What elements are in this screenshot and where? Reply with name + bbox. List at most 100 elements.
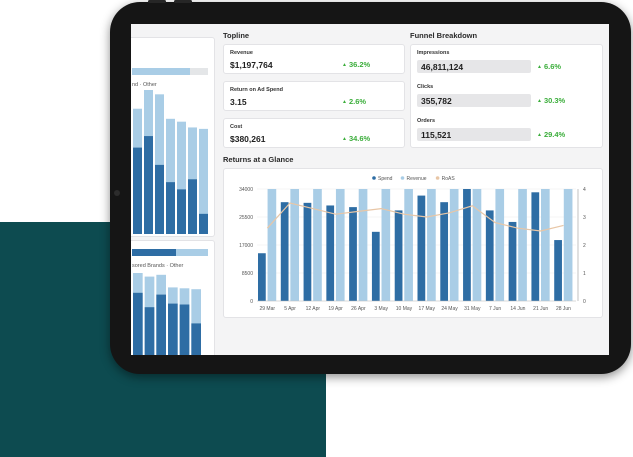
metric-label: Return on Ad Spend	[230, 87, 283, 93]
left-legend-2: sored Brands · Other	[132, 263, 184, 269]
revenue-bar	[404, 189, 413, 301]
metric-change: ▲ 34.6%	[342, 134, 371, 143]
left-revenue-bar	[177, 121, 186, 234]
roas-line	[266, 202, 564, 232]
metric-change: ▲ 2.6%	[342, 97, 367, 106]
spend-bar	[440, 202, 449, 301]
funnel-title: Funnel Breakdown	[410, 31, 478, 40]
y-tick-label: 25500	[239, 215, 253, 221]
revenue-bar	[540, 189, 550, 301]
funnel-value: 115,521	[421, 130, 452, 140]
metric-label: Cost	[230, 124, 243, 130]
left-panel-top: nd · Other	[131, 37, 215, 237]
metric-card-cost[interactable]: Cost $380,261 ▲ 34.6%	[223, 118, 405, 148]
left-spend-bar	[199, 213, 208, 234]
left-progress-track	[132, 68, 208, 75]
spend-bar	[394, 210, 403, 301]
left-spend-bar	[179, 304, 190, 355]
topline-title: Topline	[223, 31, 250, 40]
left-progress-fill	[132, 68, 190, 75]
left-spend-bar	[191, 323, 201, 355]
revenue-bar	[290, 189, 300, 301]
revenue-bar	[563, 189, 573, 301]
funnel-value: 355,782	[421, 96, 452, 106]
left-spend-bar	[177, 189, 186, 234]
y-tick-label: 34000	[239, 187, 253, 193]
legend-label: Spend	[378, 176, 393, 182]
x-tick-label: 5 Apr	[284, 306, 296, 312]
metric-value: $380,261	[230, 134, 266, 144]
metric-value: $1,197,764	[230, 60, 273, 70]
left-spend-bar	[156, 294, 166, 355]
metric-label: Revenue	[230, 50, 253, 56]
funnel-change: ▲ 30.3%	[537, 96, 566, 105]
left-chart-2	[133, 273, 201, 355]
spend-bar	[371, 231, 380, 301]
revenue-bar	[449, 189, 459, 301]
chart-legend: Spend Revenue RoAS	[372, 176, 455, 182]
revenue-bar	[381, 189, 391, 301]
tablet-button	[174, 0, 192, 3]
revenue-bar	[358, 189, 368, 301]
left-spend-bar	[168, 303, 178, 355]
left-revenue-bar	[166, 118, 175, 234]
left-panel-bottom: sored Brands · Other	[131, 240, 215, 355]
legend-marker	[400, 176, 405, 180]
revenue-bar	[495, 189, 505, 301]
y2-tick-label: 3	[583, 215, 586, 221]
spend-bar	[554, 240, 562, 301]
y2-tick-label: 4	[583, 187, 586, 193]
metric-card-roas[interactable]: Return on Ad Spend 3.15 ▲ 2.6%	[223, 81, 405, 111]
y2-tick-label: 0	[583, 299, 586, 305]
funnel-bar: 355,782	[417, 94, 531, 107]
spend-bar	[258, 253, 266, 301]
left-revenue-bar	[191, 289, 201, 355]
revenue-bar	[267, 189, 277, 301]
spend-bar	[531, 192, 540, 301]
x-tick-label: 28 Jun	[556, 306, 571, 312]
arrow-up-icon: ▲	[537, 64, 542, 70]
spend-bar	[303, 202, 312, 301]
revenue-bar	[335, 189, 345, 301]
x-tick-label: 17 May	[419, 306, 436, 312]
arrow-up-icon: ▲	[342, 136, 347, 142]
metric-value: 3.15	[230, 97, 247, 107]
chart-title: Returns at a Glance	[223, 155, 294, 164]
returns-chart: Spend Revenue RoAS 0 8500 17000 25500 34000 0 1 2 3…	[239, 176, 586, 312]
y-tick-label: 0	[250, 299, 253, 305]
arrow-up-icon: ▲	[342, 99, 347, 105]
left-spend-bar	[144, 136, 153, 234]
x-tick-label: 24 May	[441, 306, 458, 312]
revenue-bar	[313, 189, 322, 301]
left-revenue-bar	[155, 94, 164, 234]
left-spend-bar	[133, 292, 143, 355]
funnel-value: 46,811,124	[421, 62, 464, 72]
arrow-up-icon: ▲	[342, 62, 347, 68]
legend-label: Revenue	[407, 176, 427, 182]
revenue-bar	[472, 189, 482, 301]
tablet-button	[148, 0, 166, 3]
left-progress-track-2	[132, 249, 208, 256]
left-spend-bar	[166, 182, 175, 234]
legend-marker	[435, 176, 440, 180]
legend-marker	[372, 176, 376, 180]
camera-icon	[114, 190, 120, 196]
left-spend-bar	[133, 147, 142, 234]
funnel-change: ▲ 6.6%	[537, 62, 562, 71]
y-tick-label: 8500	[242, 271, 253, 277]
spend-bar	[326, 205, 335, 301]
x-tick-label: 29 Mar	[259, 306, 275, 312]
left-legend-1: nd · Other	[132, 82, 157, 88]
x-tick-label: 10 May	[396, 306, 413, 312]
metric-card-revenue[interactable]: Revenue $1,197,764 ▲ 36.2%	[223, 44, 405, 74]
funnel-label: Orders	[417, 118, 436, 124]
left-chart-1	[133, 90, 208, 234]
left-spend-bar	[144, 307, 155, 355]
funnel-label: Impressions	[417, 50, 450, 56]
spend-bar	[280, 202, 289, 301]
funnel-bar: 115,521	[417, 128, 531, 141]
left-progress-fill-2	[132, 249, 176, 256]
arrow-up-icon: ▲	[537, 132, 542, 138]
y2-tick-label: 2	[583, 243, 586, 249]
x-tick-label: 19 Apr	[328, 306, 343, 312]
